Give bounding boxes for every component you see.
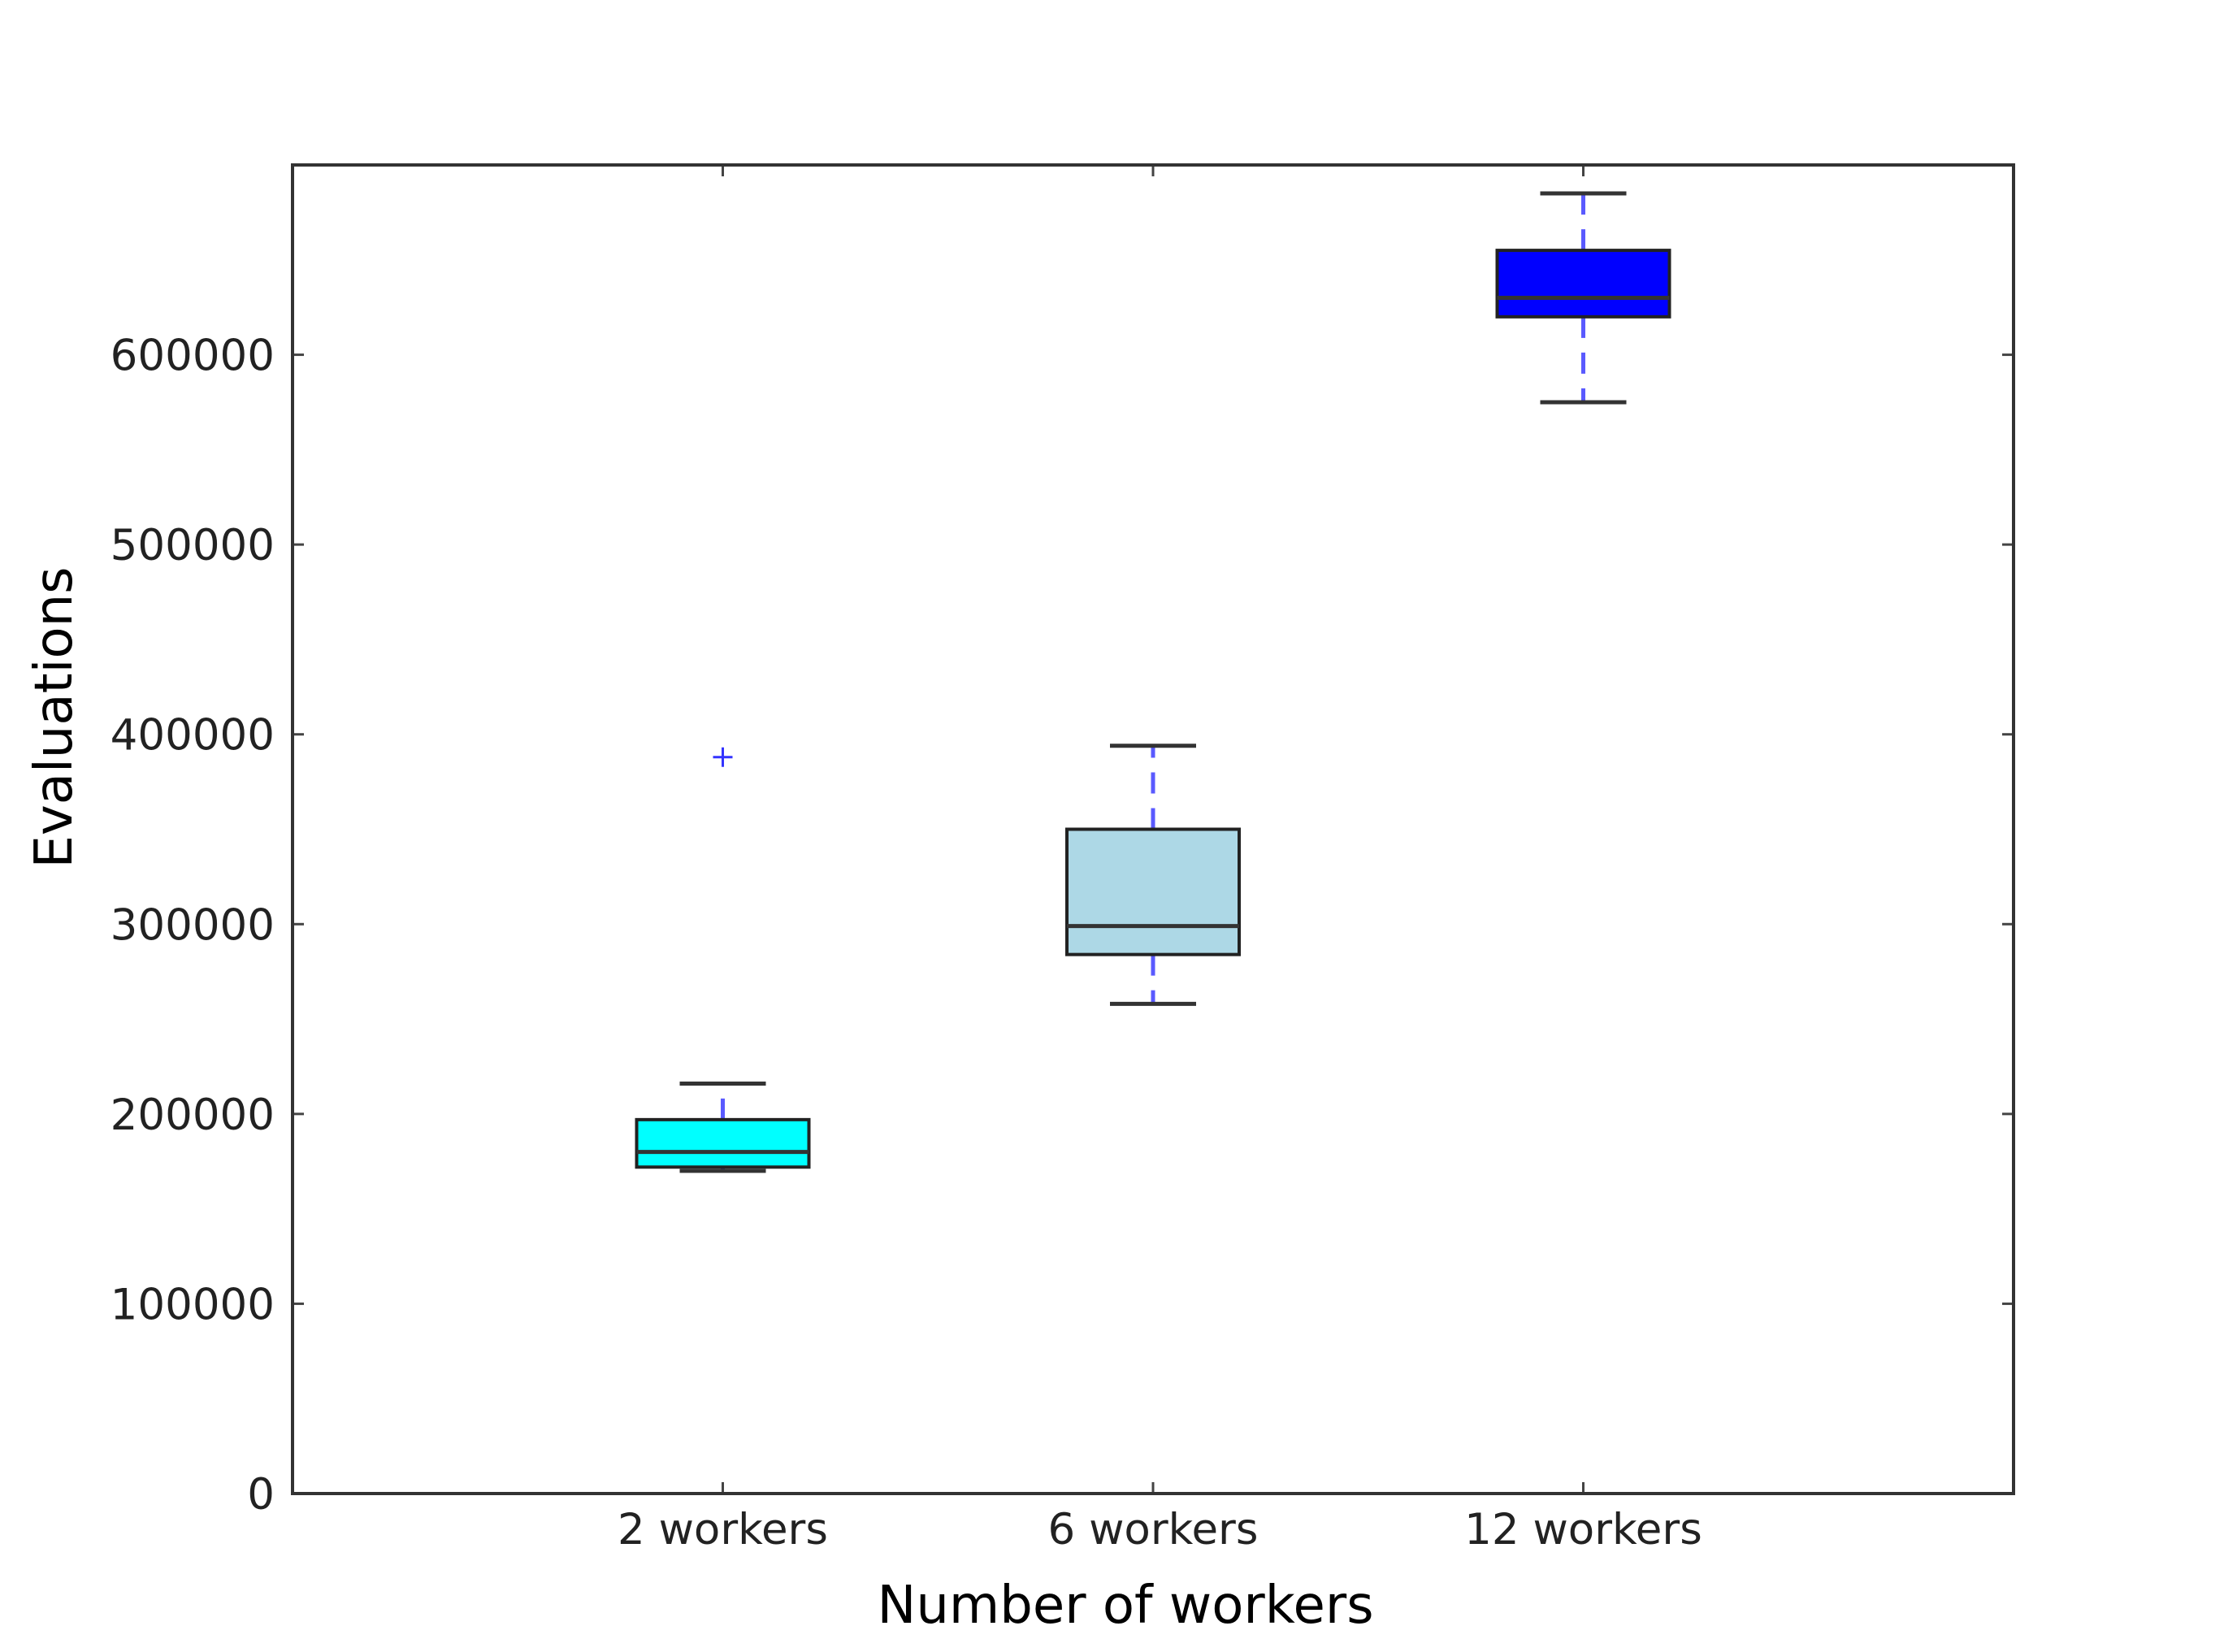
outlier-point (713, 747, 733, 767)
x-tick-label: 12 workers (1464, 1505, 1702, 1554)
plot-frame (291, 163, 2015, 1495)
box-iqr (635, 1117, 811, 1169)
y-tick-label: 300000 (111, 900, 275, 950)
y-tick-label: 100000 (111, 1280, 275, 1329)
x-axis-title: Number of workers (877, 1576, 1373, 1636)
y-tick-label: 0 (247, 1470, 275, 1520)
x-tick-label: 2 workers (618, 1505, 828, 1554)
y-axis-title: Evaluations (24, 566, 85, 868)
box-iqr (1065, 827, 1241, 956)
box-iqr (1495, 249, 1671, 319)
y-tick-label: 600000 (111, 332, 275, 381)
y-tick-label: 400000 (111, 711, 275, 761)
y-tick-label: 500000 (111, 521, 275, 570)
x-tick-label: 6 workers (1048, 1505, 1259, 1554)
plot-area: 0 100000 200000 300000 400000 500000 600000 2 w… (111, 163, 2015, 1554)
y-tick-label: 200000 (111, 1090, 275, 1140)
